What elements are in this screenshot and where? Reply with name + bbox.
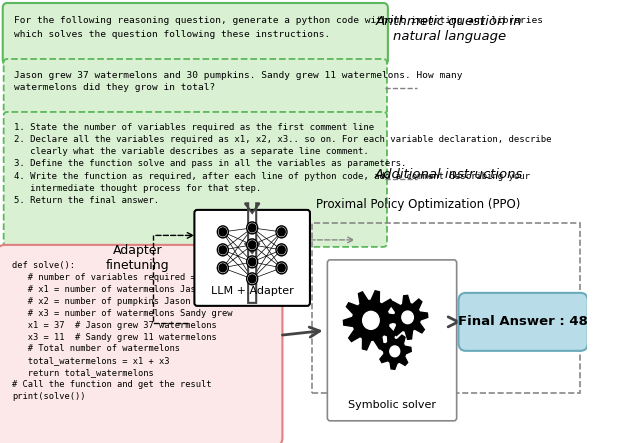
Circle shape xyxy=(219,228,227,236)
Polygon shape xyxy=(387,295,428,339)
Text: Additional instructions: Additional instructions xyxy=(375,168,524,181)
Circle shape xyxy=(219,246,227,254)
FancyBboxPatch shape xyxy=(3,3,388,65)
Text: def solve():
   # number of variables required = 3
   # x1 = number of watermelo: def solve(): # number of variables requi… xyxy=(12,261,232,401)
Text: For the following reasoning question, generate a python code without importing a: For the following reasoning question, ge… xyxy=(13,16,543,25)
Circle shape xyxy=(278,228,285,236)
Circle shape xyxy=(277,264,285,272)
Circle shape xyxy=(246,273,258,285)
Circle shape xyxy=(276,262,287,274)
Circle shape xyxy=(277,227,285,237)
Circle shape xyxy=(363,311,379,329)
Polygon shape xyxy=(245,243,259,303)
Circle shape xyxy=(278,264,285,272)
Circle shape xyxy=(248,257,256,266)
Text: 1. State the number of variables required as the first comment line
2. Declare a: 1. State the number of variables require… xyxy=(13,123,551,205)
Circle shape xyxy=(246,222,258,234)
FancyBboxPatch shape xyxy=(458,293,588,351)
Text: Final Answer : 48: Final Answer : 48 xyxy=(458,315,588,328)
Text: Proximal Policy Optimization (PPO): Proximal Policy Optimization (PPO) xyxy=(316,198,521,211)
Circle shape xyxy=(248,223,256,233)
Text: Adapter
finetuning: Adapter finetuning xyxy=(106,244,170,272)
Text: which solves the question following these instructions.: which solves the question following thes… xyxy=(13,30,330,39)
FancyBboxPatch shape xyxy=(328,260,457,421)
Text: Symbolic solver: Symbolic solver xyxy=(348,400,436,410)
Circle shape xyxy=(248,275,256,283)
Polygon shape xyxy=(379,334,412,369)
Circle shape xyxy=(248,258,256,266)
FancyBboxPatch shape xyxy=(195,210,310,306)
Circle shape xyxy=(276,244,287,256)
Circle shape xyxy=(219,264,227,272)
FancyBboxPatch shape xyxy=(4,112,387,247)
Circle shape xyxy=(248,241,256,249)
Circle shape xyxy=(402,311,413,324)
Circle shape xyxy=(248,241,256,249)
Circle shape xyxy=(218,244,228,256)
FancyBboxPatch shape xyxy=(0,245,282,443)
Circle shape xyxy=(246,239,258,251)
Text: Jason grew 37 watermelons and 30 pumpkins. Sandy grew 11 watermelons. How many
w: Jason grew 37 watermelons and 30 pumpkin… xyxy=(13,71,462,92)
Circle shape xyxy=(248,224,256,232)
Circle shape xyxy=(219,227,227,237)
Circle shape xyxy=(219,264,227,272)
Bar xyxy=(312,223,580,393)
Circle shape xyxy=(277,245,285,254)
Circle shape xyxy=(276,226,287,238)
Circle shape xyxy=(218,226,228,238)
Circle shape xyxy=(246,256,258,268)
Circle shape xyxy=(390,346,400,357)
Circle shape xyxy=(218,262,228,274)
Circle shape xyxy=(219,245,227,254)
Polygon shape xyxy=(344,291,399,350)
FancyBboxPatch shape xyxy=(4,59,387,117)
Circle shape xyxy=(278,246,285,254)
Text: LLM + Adapter: LLM + Adapter xyxy=(211,286,294,296)
Circle shape xyxy=(248,274,256,284)
Text: Arithmetic question in
natural language: Arithmetic question in natural language xyxy=(376,15,523,43)
Polygon shape xyxy=(245,203,259,243)
